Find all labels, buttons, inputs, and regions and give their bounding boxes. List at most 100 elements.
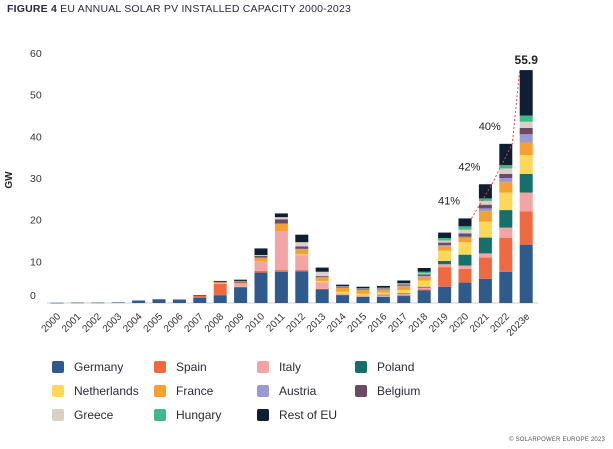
bar-segment <box>295 248 309 250</box>
bar-segment <box>417 290 431 303</box>
legend-swatch <box>52 409 64 421</box>
bar-segment <box>499 271 513 303</box>
bar-segment <box>499 165 513 169</box>
bar-segment <box>499 192 513 211</box>
bar-segment <box>356 288 370 290</box>
y-tick-label: 20 <box>30 215 42 227</box>
bar-segment <box>519 128 533 135</box>
bar-segment <box>234 279 248 281</box>
bar-segment <box>234 282 248 284</box>
bar-segment <box>397 293 411 296</box>
bar-segment <box>376 295 390 297</box>
bar-segment <box>234 280 248 282</box>
bar-segment <box>438 260 452 265</box>
bar-segment <box>397 290 411 294</box>
bar-segment <box>519 70 533 116</box>
legend-label: Austria <box>279 384 317 398</box>
bar-segment <box>315 289 329 303</box>
bar-segment <box>213 280 227 282</box>
bar-segment <box>254 270 268 273</box>
bar-segment <box>438 240 452 243</box>
bar-segment <box>519 192 533 212</box>
legend-item: Belgium <box>355 384 420 398</box>
bar-segment <box>417 286 431 288</box>
x-tick-label: 2018 <box>407 311 431 335</box>
bar-segment <box>234 283 248 287</box>
bar-segment <box>295 246 309 249</box>
legend-label: Greece <box>74 408 114 422</box>
legend-item: Poland <box>355 360 414 374</box>
bar-segment <box>213 295 227 303</box>
y-axis-label: GW <box>4 171 15 189</box>
bar-segment <box>356 286 370 289</box>
bar-segment <box>417 268 431 272</box>
bar-segment <box>111 302 125 303</box>
bar-segment <box>356 296 370 303</box>
bar-segment <box>438 267 452 287</box>
bar-segment <box>376 294 390 296</box>
x-tick-label: 2007 <box>182 311 206 335</box>
bar-segment <box>274 231 288 271</box>
bar-segment <box>376 287 390 289</box>
legend-label: Spain <box>176 360 207 374</box>
bar-segment <box>417 276 431 281</box>
bar-segment <box>478 211 492 222</box>
bar-segment <box>376 288 390 289</box>
bar-segment <box>213 282 227 283</box>
bar-segment <box>438 238 452 241</box>
bar-segment <box>336 295 350 303</box>
legend-label: Netherlands <box>74 384 139 398</box>
y-tick-label: 60 <box>30 48 42 60</box>
legend-swatch <box>355 385 367 397</box>
bar-segment <box>499 238 513 272</box>
bar-segment <box>397 295 411 297</box>
bar-segment <box>254 248 268 256</box>
bar-segment <box>274 223 288 232</box>
bar-segment <box>458 218 472 227</box>
x-tick-label: 2016 <box>366 311 390 335</box>
bar-segment <box>458 229 472 234</box>
bar-segment <box>295 242 309 247</box>
bar-segment <box>274 213 288 218</box>
x-tick-label: 2001 <box>60 311 84 335</box>
growth-rate-label: 40% <box>479 121 501 133</box>
bar-segment <box>295 249 309 255</box>
bar-segment <box>478 184 492 199</box>
y-tick-label: 0 <box>30 290 36 302</box>
x-tick-label: 2011 <box>265 311 288 334</box>
bar-segment <box>295 271 309 303</box>
bar-segment <box>438 245 452 247</box>
bar-segment <box>336 291 350 294</box>
bar-segment <box>478 253 492 258</box>
bar-segment <box>213 281 227 283</box>
bar-segment <box>336 293 350 296</box>
bar-segment <box>315 275 329 277</box>
bar-segment <box>193 295 207 297</box>
bar-segment <box>499 168 513 174</box>
bar-segment <box>458 254 472 266</box>
bar-segment <box>234 286 248 288</box>
bar-segment <box>336 287 350 288</box>
bar-segment <box>438 264 452 268</box>
bar-segment <box>315 282 329 289</box>
bar-segment <box>417 287 431 290</box>
bar-segment <box>458 238 472 243</box>
bar-segment <box>274 270 288 272</box>
x-tick-label: 2010 <box>244 311 268 335</box>
bar-segment <box>499 182 513 193</box>
legend-swatch <box>355 361 367 373</box>
bar-segment <box>91 302 105 304</box>
bar-segment <box>336 286 350 288</box>
bar-segment <box>193 295 207 298</box>
bar-segment <box>315 271 329 276</box>
bar-segment <box>397 284 411 286</box>
legend-item: Austria <box>257 384 316 398</box>
bar-segment <box>478 204 492 209</box>
x-tick-label: 2002 <box>80 311 104 335</box>
x-tick-label: 2019 <box>427 311 451 335</box>
bar-segment <box>274 271 288 303</box>
legend-label: Italy <box>279 360 302 374</box>
bar-segment <box>438 232 452 238</box>
bar-segment <box>397 285 411 287</box>
figure-title: FIGURE 4 EU ANNUAL SOLAR PV INSTALLED CA… <box>7 3 351 15</box>
